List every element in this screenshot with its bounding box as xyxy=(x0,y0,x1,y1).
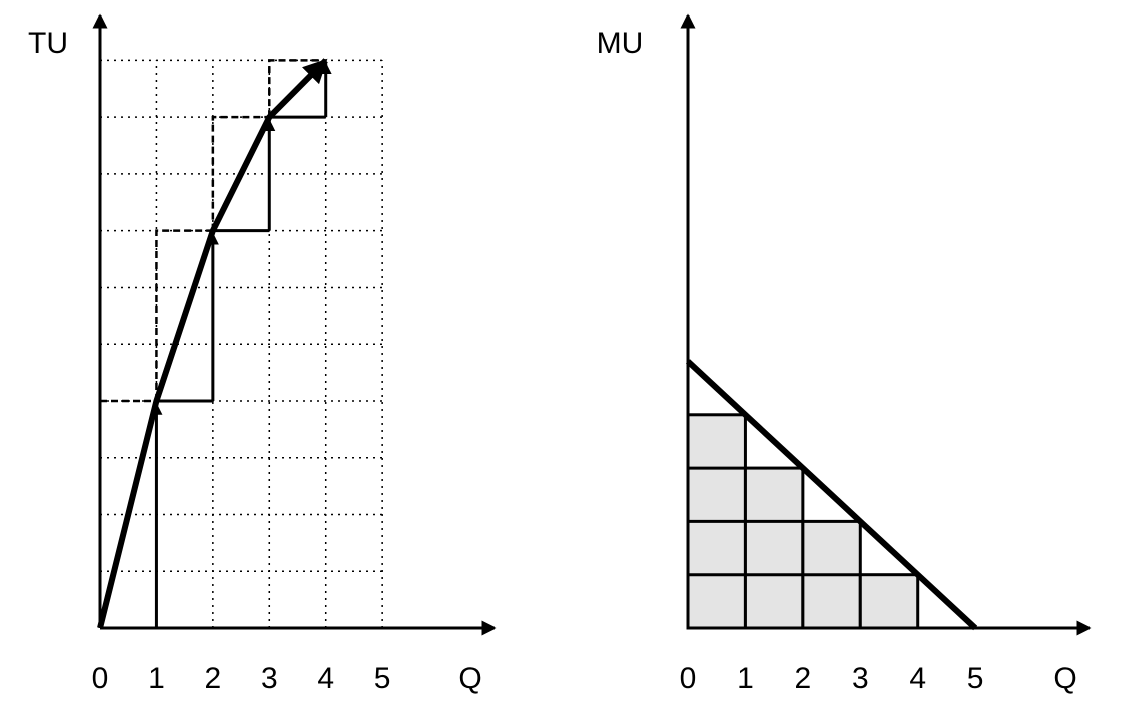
x-tick-label: 2 xyxy=(205,662,222,695)
x-tick-label: 1 xyxy=(737,662,754,695)
mu-block xyxy=(858,573,920,630)
x-axis-label: Q xyxy=(1053,662,1076,695)
x-tick-label: 4 xyxy=(317,662,334,695)
x-axis-label: Q xyxy=(458,662,481,695)
x-tick-label: 1 xyxy=(148,662,165,695)
x-tick-label: 5 xyxy=(967,662,984,695)
x-tick-label: 0 xyxy=(680,662,697,695)
x-tick-label: 5 xyxy=(374,662,391,695)
curve xyxy=(685,359,978,631)
x-tick-label: 4 xyxy=(909,662,926,695)
y-axis-label: TU xyxy=(28,27,68,60)
x-tick-label: 0 xyxy=(92,662,109,695)
x-tick-label: 2 xyxy=(795,662,812,695)
mu-block xyxy=(743,466,805,630)
y-axis-label: MU xyxy=(597,27,644,60)
dashed-step xyxy=(211,115,270,231)
curve xyxy=(97,58,328,629)
x-tick-label: 3 xyxy=(852,662,869,695)
x-tick-label: 3 xyxy=(261,662,278,695)
dashed-step xyxy=(155,229,213,401)
